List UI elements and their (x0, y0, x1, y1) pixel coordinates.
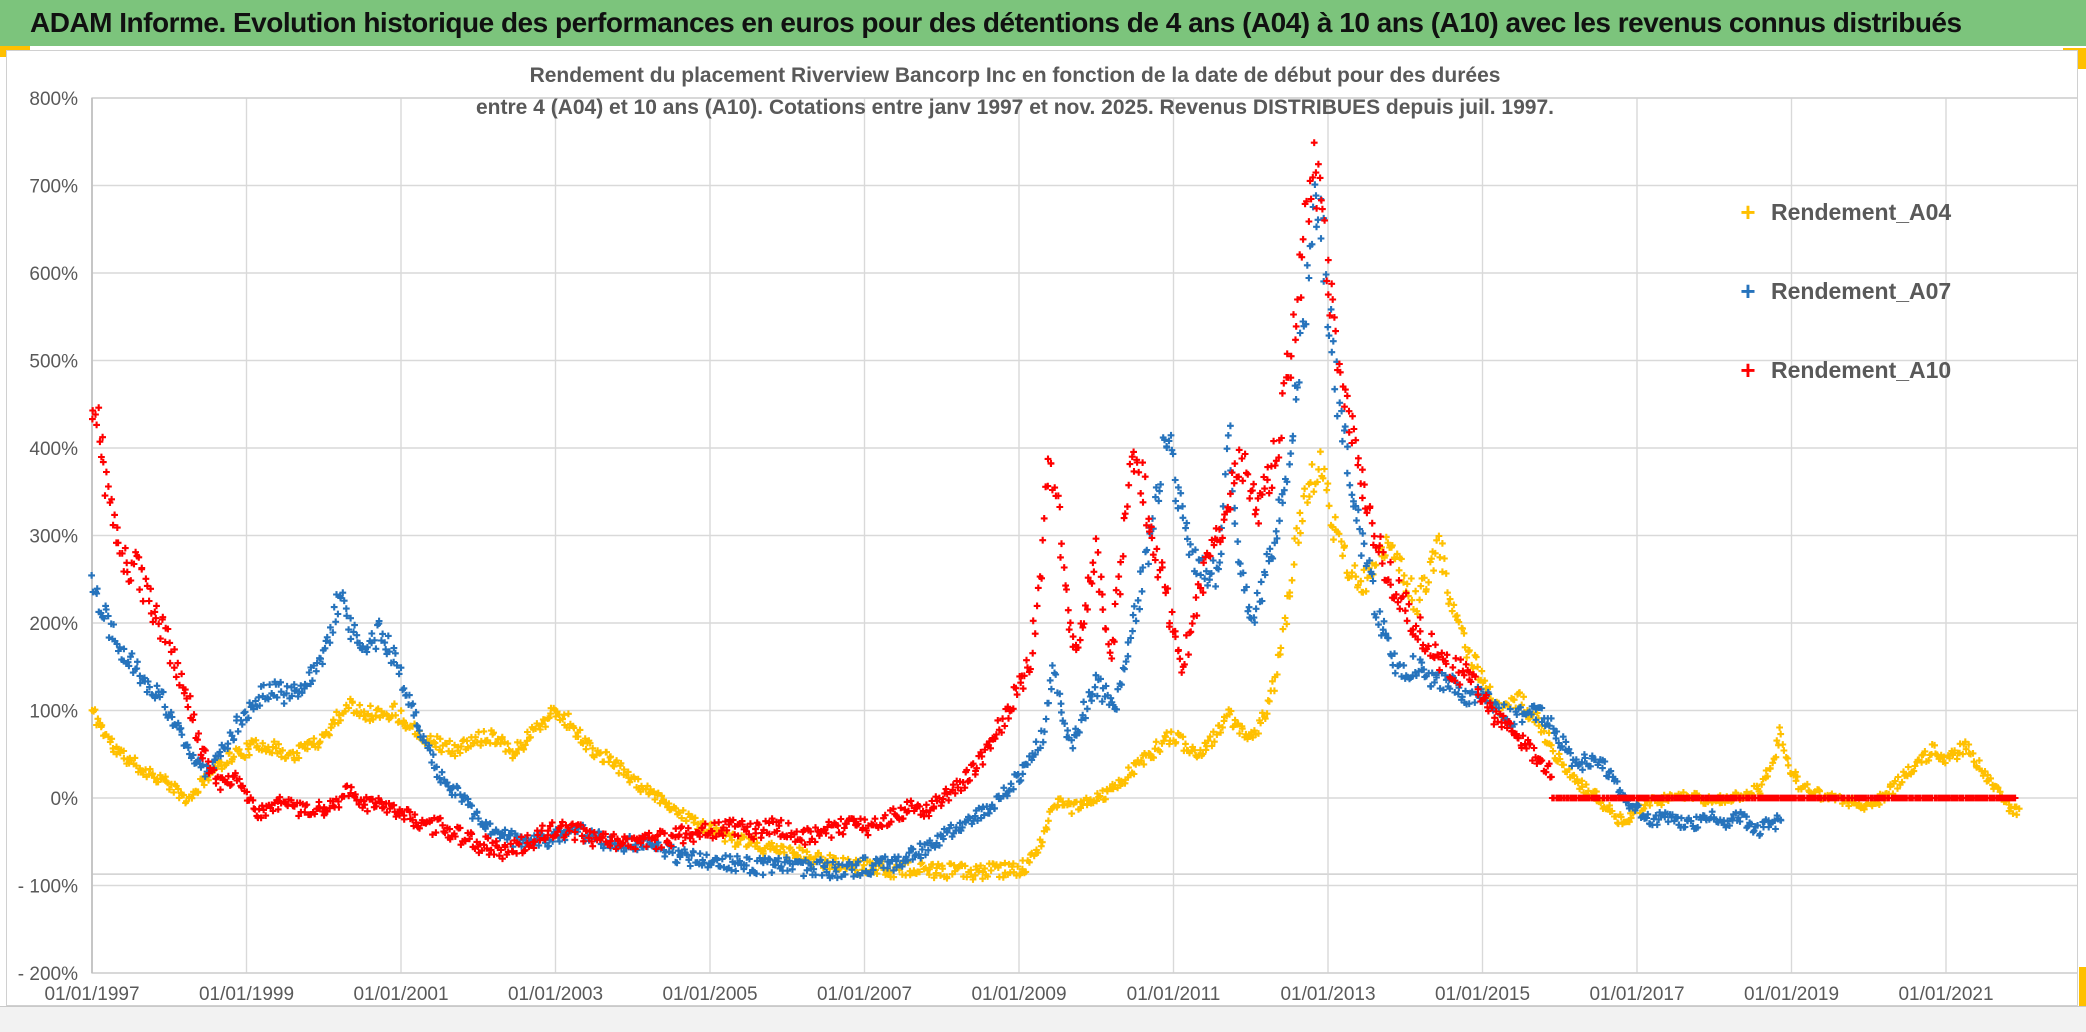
svg-text:01/01/2009: 01/01/2009 (971, 984, 1066, 1005)
svg-text:01/01/2013: 01/01/2013 (1280, 984, 1375, 1005)
legend-label: Rendement_A07 (1771, 277, 1952, 304)
svg-text:01/01/2017: 01/01/2017 (1589, 984, 1684, 1005)
svg-text:01/01/1997: 01/01/1997 (44, 984, 139, 1005)
svg-text:300%: 300% (29, 527, 78, 548)
gold-corner-accent-bottom-right-vertical (2079, 967, 2086, 1032)
plus-marker-icon: + (1740, 197, 1756, 227)
legend-item-a07: + Rendement_A07 (1735, 275, 2035, 307)
chart-legend: + Rendement_A04 + Rendement_A07 + Rendem… (1735, 196, 2035, 433)
legend-item-a10: + Rendement_A10 (1735, 354, 2035, 386)
svg-text:01/01/2003: 01/01/2003 (508, 984, 603, 1005)
svg-text:01/01/1999: 01/01/1999 (199, 984, 294, 1005)
legend-item-a04: + Rendement_A04 (1735, 196, 2035, 228)
chart-title: Rendement du placement Riverview Bancorp… (315, 60, 1715, 124)
chart-panel: 800% 700% 600% 500% 400% 300% 200% 100% 0% - 100%… (6, 50, 2078, 1006)
svg-text:01/01/2015: 01/01/2015 (1435, 984, 1530, 1005)
svg-text:01/01/2011: 01/01/2011 (1127, 984, 1221, 1005)
svg-text:600%: 600% (29, 264, 78, 285)
chart-title-line1: Rendement du placement Riverview Bancorp… (529, 64, 1501, 87)
window-bottom-strip (0, 1006, 2086, 1032)
svg-text:- 200%: - 200% (18, 964, 78, 985)
report-title: ADAM Informe. Evolution historique des p… (30, 7, 1962, 38)
svg-text:- 100%: - 100% (18, 877, 78, 898)
svg-text:800%: 800% (29, 89, 78, 110)
svg-text:500%: 500% (29, 352, 78, 373)
plus-marker-icon: + (1740, 276, 1756, 306)
svg-text:01/01/2001: 01/01/2001 (353, 984, 448, 1005)
svg-text:400%: 400% (29, 439, 78, 460)
svg-text:100%: 100% (29, 702, 78, 723)
scatter-chart: 800% 700% 600% 500% 400% 300% 200% 100% 0% - 100%… (18, 89, 2077, 1005)
chart-title-line2: entre 4 (A04) et 10 ans (A10). Cotations… (476, 96, 1554, 119)
svg-text:01/01/2021: 01/01/2021 (1898, 984, 1993, 1005)
plus-marker-icon: + (1740, 355, 1756, 385)
svg-text:01/01/2005: 01/01/2005 (662, 984, 757, 1005)
svg-text:200%: 200% (29, 614, 78, 635)
legend-label: Rendement_A10 (1771, 356, 1952, 383)
legend-label: Rendement_A04 (1771, 198, 1952, 225)
report-title-bar: ADAM Informe. Evolution historique des p… (0, 0, 2086, 46)
svg-text:01/01/2019: 01/01/2019 (1744, 984, 1839, 1005)
svg-text:700%: 700% (29, 177, 78, 198)
svg-text:01/01/2007: 01/01/2007 (817, 984, 912, 1005)
svg-text:0%: 0% (51, 789, 79, 810)
